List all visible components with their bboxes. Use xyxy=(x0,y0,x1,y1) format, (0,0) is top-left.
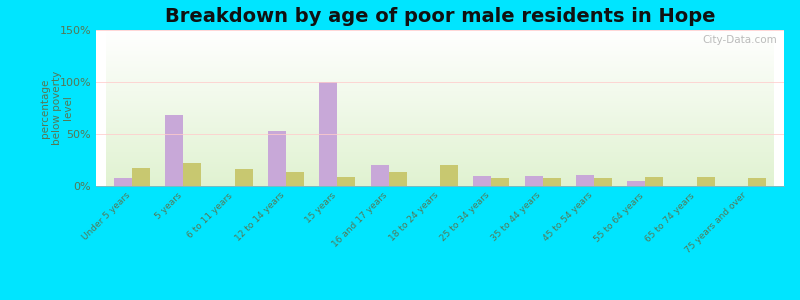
Text: City-Data.com: City-Data.com xyxy=(702,35,777,45)
Bar xyxy=(166,115,183,186)
Bar xyxy=(474,176,491,186)
Bar xyxy=(132,168,150,186)
Title: Breakdown by age of poor male residents in Hope: Breakdown by age of poor male residents … xyxy=(165,7,715,26)
Bar xyxy=(319,82,338,186)
Bar xyxy=(697,177,714,186)
Bar xyxy=(491,178,510,186)
Bar xyxy=(183,163,202,186)
Bar xyxy=(389,172,406,186)
Bar xyxy=(576,175,594,186)
Bar xyxy=(268,131,286,186)
Bar xyxy=(370,165,389,186)
Bar xyxy=(748,178,766,186)
Bar xyxy=(114,178,132,186)
Bar xyxy=(286,172,304,186)
Bar xyxy=(338,177,355,186)
Bar xyxy=(594,178,612,186)
Bar xyxy=(234,169,253,186)
Bar xyxy=(542,178,561,186)
Y-axis label: percentage
below poverty
level: percentage below poverty level xyxy=(40,71,74,145)
Bar xyxy=(525,176,542,186)
Bar xyxy=(627,181,646,186)
Bar xyxy=(440,165,458,186)
Bar xyxy=(646,177,663,186)
